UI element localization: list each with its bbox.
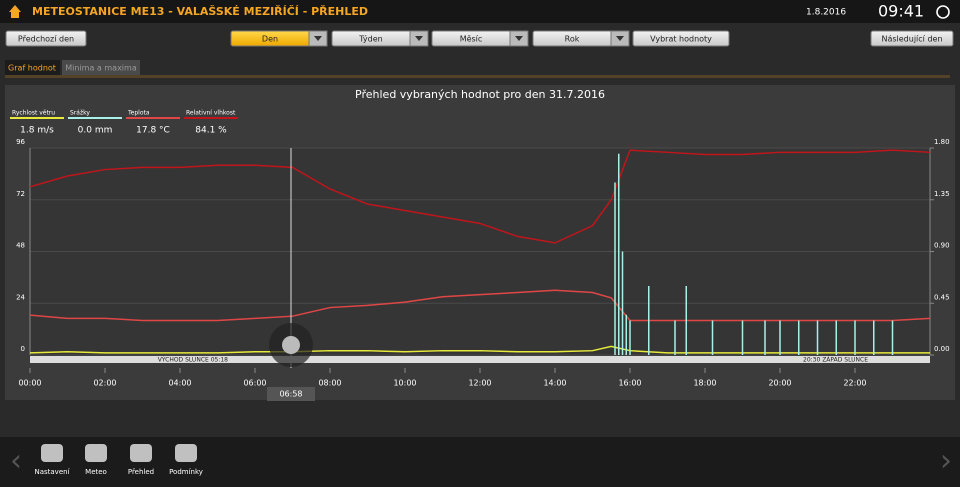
x-tick-label: 08:00	[318, 379, 341, 388]
tab-line	[5, 75, 950, 78]
top-bar	[0, 0, 960, 23]
x-tick-label: 06:00	[243, 379, 266, 388]
x-tick-label: 18:00	[693, 379, 716, 388]
tab-label: Minima a maxima	[65, 64, 137, 73]
legend-swatch	[68, 117, 122, 119]
home-icon[interactable]	[9, 5, 21, 18]
legend-value: 84.1 %	[195, 126, 227, 136]
x-tick-label: 12:00	[468, 379, 491, 388]
tab[interactable]	[62, 60, 140, 75]
y-tick-label: 96	[16, 138, 25, 146]
nav-icon[interactable]	[41, 444, 63, 462]
cursor-knob	[282, 336, 300, 354]
legend-name: Teplota	[127, 110, 150, 117]
y-tick-label: 72	[16, 190, 25, 198]
legend-name: Rychlost větru	[12, 110, 55, 117]
tab-active[interactable]	[5, 60, 60, 75]
x-tick-label: 10:00	[393, 379, 416, 388]
legend-value: 1.8 m/s	[20, 126, 54, 136]
tab-label: Graf hodnot	[8, 64, 56, 73]
legend-swatch	[184, 117, 238, 119]
legend-value: 0.0 mm	[78, 126, 113, 136]
y2-tick-label: 0.00	[934, 345, 950, 353]
dropdown-arrow	[415, 36, 423, 41]
bottom-nav	[0, 437, 960, 487]
nav-label: Přehled	[128, 468, 154, 476]
power-button[interactable]	[936, 5, 950, 19]
nav-icon[interactable]	[175, 444, 197, 462]
dropdown-arrow	[616, 36, 624, 41]
select-button[interactable]	[632, 30, 730, 47]
x-tick-label: 22:00	[843, 379, 866, 388]
clock: 09:41	[878, 2, 924, 21]
x-tick-label: 14:00	[543, 379, 566, 388]
x-tick-label: 02:00	[93, 379, 116, 388]
nav-label: Nastavení	[34, 468, 70, 476]
y2-tick-label: 1.80	[934, 138, 950, 146]
period-label: Týden	[358, 35, 382, 44]
dropdown-arrow	[515, 36, 523, 41]
page-title: METEOSTANICE ME13 - VALAŠSKÉ MEZIŘÍČÍ - …	[32, 5, 368, 18]
y2-tick-label: 0.45	[934, 293, 950, 301]
legend-name: Srážky	[70, 110, 90, 117]
nav-left[interactable]: ‹	[10, 444, 22, 479]
next-label: Následující den	[881, 35, 942, 44]
dropdown-arrow	[314, 36, 322, 41]
prev-label: Předchozí den	[18, 35, 74, 44]
x-tick-label: 04:00	[168, 379, 191, 388]
legend-name: Relativní vlhkost	[186, 110, 236, 117]
y2-tick-label: 0.90	[934, 242, 950, 250]
sunrise: VÝCHOD SLUNCE 05:18	[158, 357, 228, 364]
series-line	[29, 149, 931, 244]
period-label: Rok	[565, 35, 580, 44]
nav-label: Meteo	[85, 468, 107, 476]
date: 1.8.2016	[806, 8, 846, 18]
day-strip	[30, 356, 930, 363]
x-tick-label: 20:00	[768, 379, 791, 388]
x-tick-label: 16:00	[618, 379, 641, 388]
cursor-label: 06:58	[279, 390, 302, 399]
y2-tick-label: 1.35	[934, 190, 950, 198]
nav-icon[interactable]	[130, 444, 152, 462]
nav-right[interactable]: ›	[940, 444, 952, 479]
select-label: Vybrat hodnoty	[650, 35, 712, 44]
prev-button[interactable]	[5, 30, 87, 47]
period-label: Měsíc	[460, 35, 483, 44]
period-label: Den	[262, 35, 278, 44]
next-button[interactable]	[870, 30, 954, 47]
y-tick-label: 0	[21, 345, 25, 353]
series-line	[29, 345, 930, 354]
y-tick-label: 24	[16, 293, 25, 301]
nav-icon[interactable]	[85, 444, 107, 462]
sunset: 20:30 ZÁPAD SLUNCE	[803, 357, 868, 364]
y-tick-label: 48	[16, 242, 25, 250]
cursor-box	[267, 387, 315, 401]
nav-label: Podmínky	[169, 468, 203, 476]
legend-value: 17.8 °C	[136, 126, 170, 136]
legend-swatch	[126, 117, 180, 119]
legend-swatch	[10, 117, 64, 119]
chart-title: Přehled vybraných hodnot pro den 31.7.20…	[355, 88, 605, 101]
series-line	[29, 289, 931, 322]
x-tick-label: 00:00	[18, 379, 41, 388]
